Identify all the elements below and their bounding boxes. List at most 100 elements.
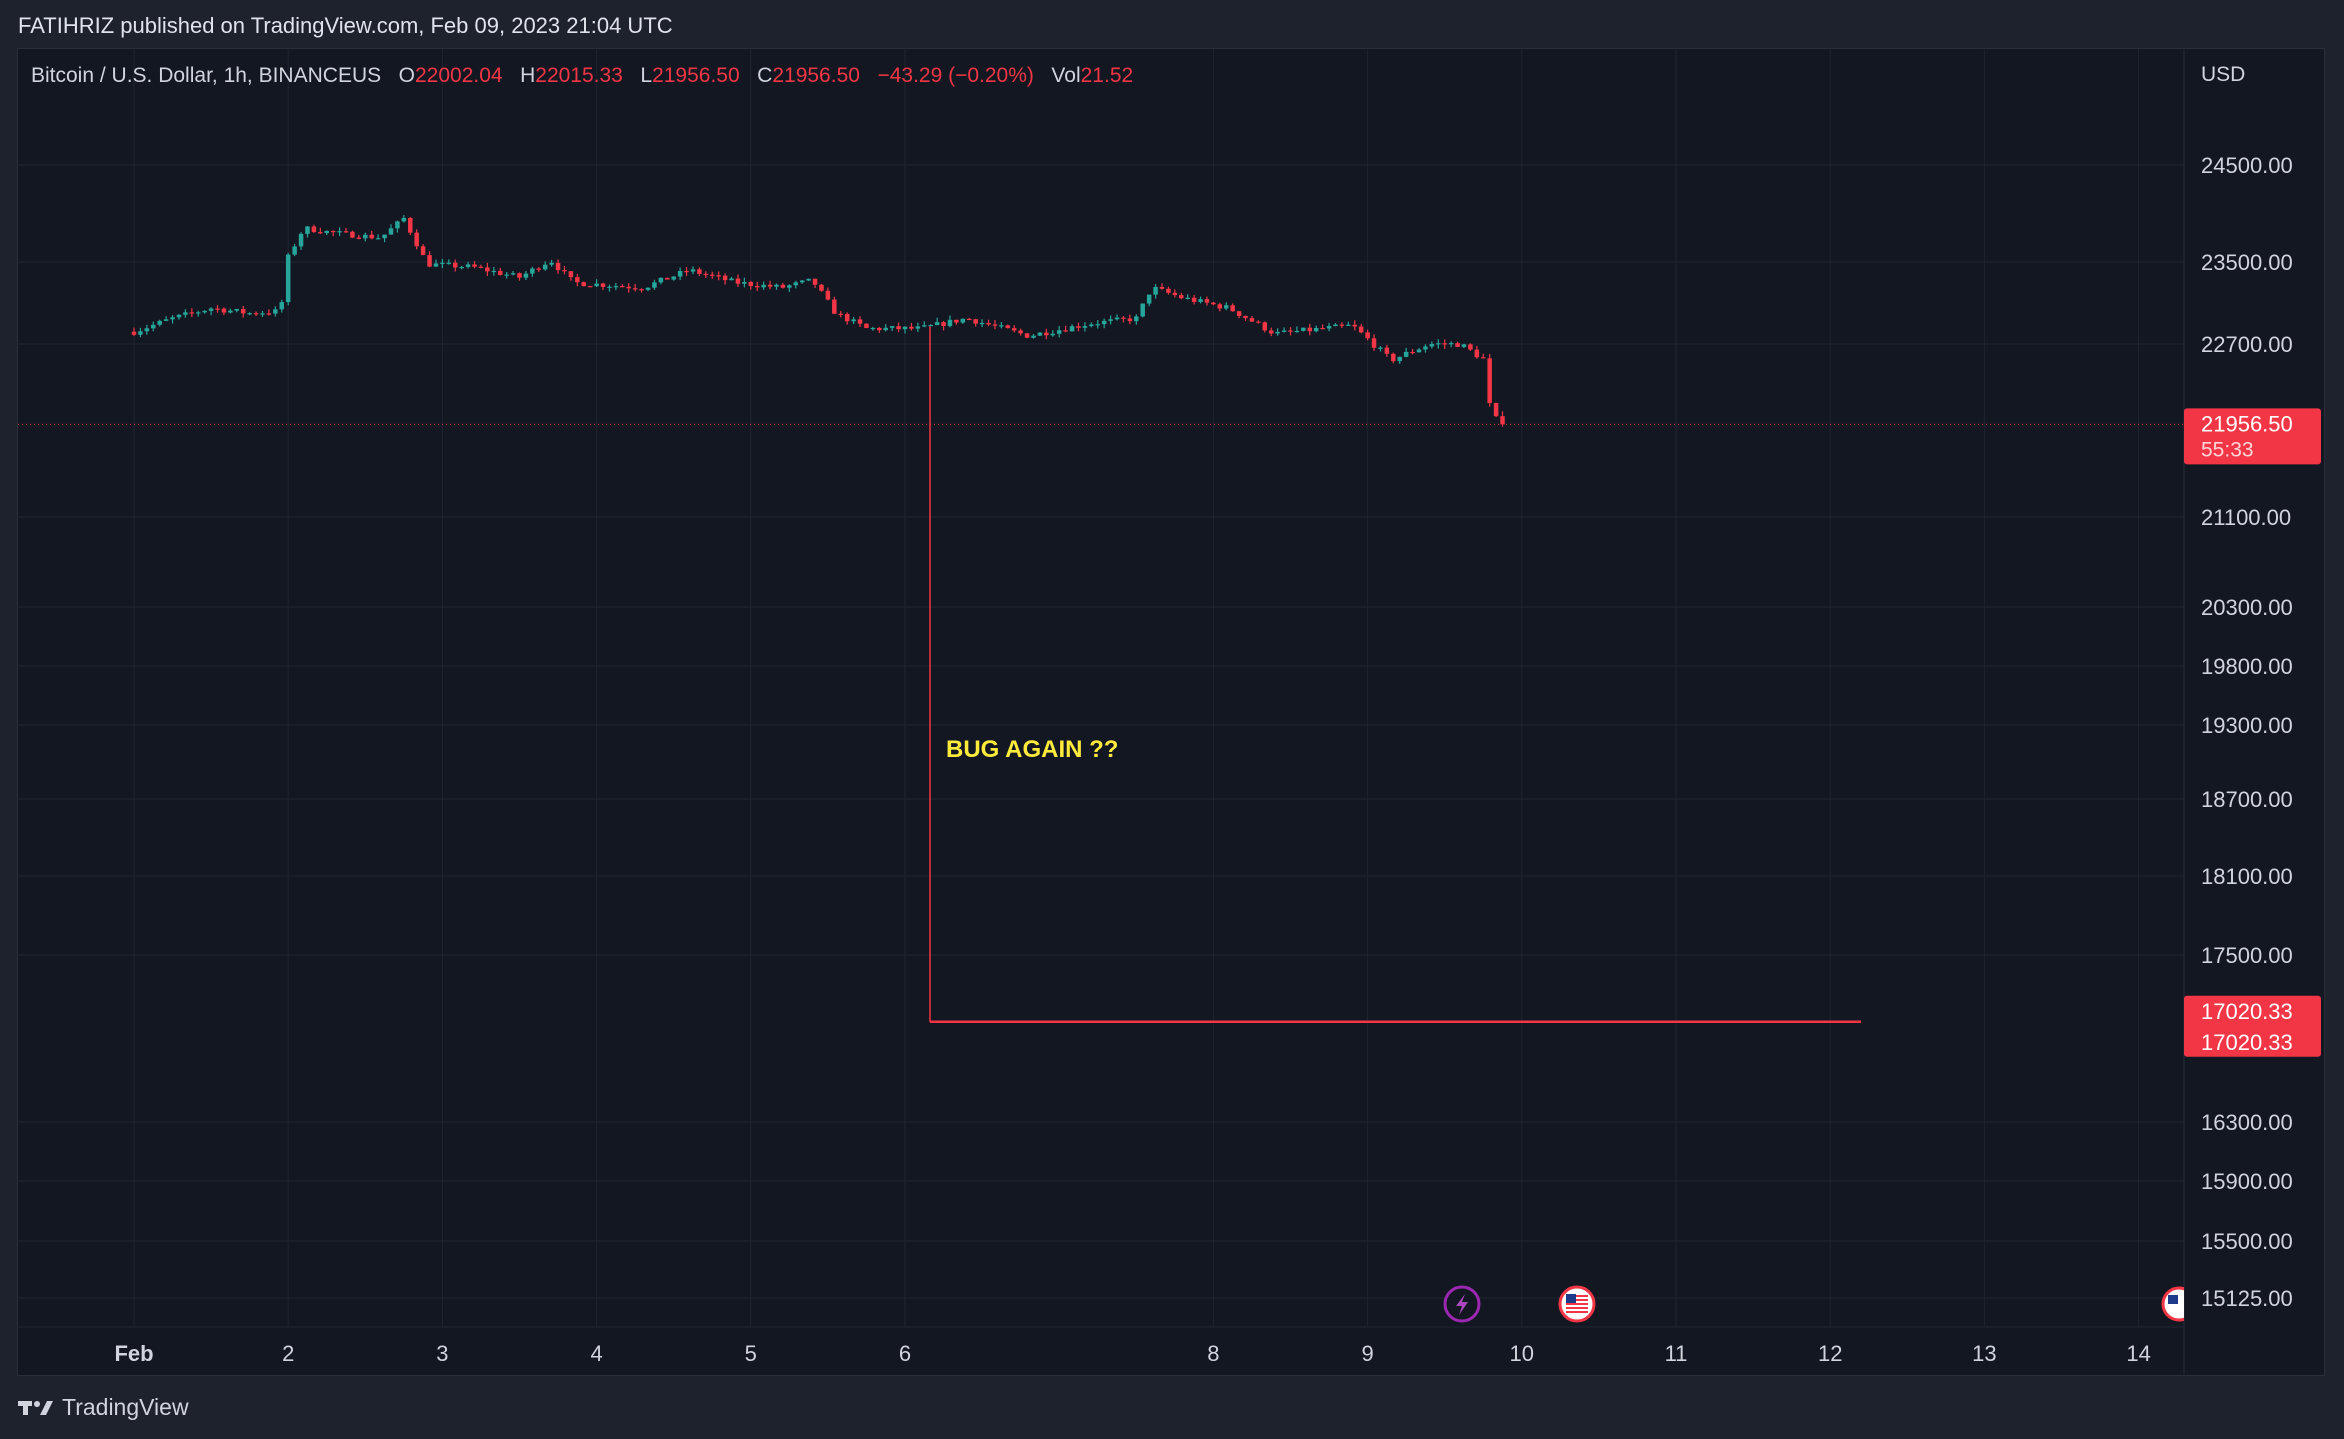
price-tick-label: 21100.00 <box>2201 505 2291 530</box>
candle-body <box>176 314 182 318</box>
tradingview-logo[interactable]: TradingView <box>18 1394 189 1421</box>
candle-body <box>1236 311 1242 316</box>
time-tick-label: 8 <box>1207 1341 1219 1366</box>
symbol-title[interactable]: Bitcoin / U.S. Dollar, 1h, BINANCEUS <box>31 64 382 87</box>
candle-body <box>832 299 837 314</box>
us-flag-event-icon-edge[interactable] <box>2161 1286 2195 1322</box>
candle-body <box>504 274 509 276</box>
price-tick-label: 15500.00 <box>2201 1229 2293 1254</box>
time-tick-label: 9 <box>1361 1341 1373 1366</box>
candle-body <box>536 268 542 270</box>
candle-body <box>1230 305 1235 312</box>
low-value: 21956.50 <box>652 64 740 87</box>
candle-body <box>587 286 593 288</box>
candle-body <box>196 312 201 314</box>
open-label: O <box>398 64 415 87</box>
candle-body <box>986 322 991 325</box>
candle-body <box>1089 324 1094 327</box>
candle-body <box>189 312 195 314</box>
candle-body <box>735 278 741 284</box>
candle-body <box>1352 324 1357 327</box>
candle-body <box>632 288 638 290</box>
candle-body <box>1095 324 1100 326</box>
volume-value: 21.52 <box>1080 64 1134 87</box>
candle-body <box>896 326 901 330</box>
candle-body <box>1436 343 1441 345</box>
candle-body <box>151 324 156 329</box>
publisher-caption: FATIHRIZ published on TradingView.com, F… <box>18 13 673 38</box>
candle-body <box>1371 338 1377 348</box>
candle-body <box>639 289 644 291</box>
candle-body <box>600 283 606 287</box>
candle-body <box>1217 304 1223 309</box>
candle-body <box>864 323 869 329</box>
candle-body <box>1011 328 1017 331</box>
candle-body <box>562 270 567 272</box>
candle-body <box>1384 347 1390 354</box>
candle-body <box>812 278 818 285</box>
lightning-bolt <box>1456 1294 1468 1315</box>
candle-body <box>941 322 946 327</box>
chart-pane[interactable]: BUG AGAIN ?? 24500.00 23500.00 22700.00 211… <box>17 48 2326 1377</box>
candle-body <box>1358 326 1364 333</box>
price-tick-label: 19800.00 <box>2201 654 2293 679</box>
candle-body <box>285 254 291 303</box>
candle-body <box>1307 327 1313 332</box>
flag-stripe <box>1566 1303 1588 1305</box>
candle-body <box>748 282 754 287</box>
time-tick-label: 14 <box>2126 1341 2150 1366</box>
candle-body <box>1211 302 1216 305</box>
candle-body <box>1262 322 1268 331</box>
candle-body <box>607 286 612 288</box>
candle-body <box>716 275 721 277</box>
flag-ring <box>2161 1286 2184 1322</box>
candle-body <box>337 231 342 233</box>
time-tick-label: 4 <box>590 1341 602 1366</box>
candle-body <box>819 284 824 291</box>
lightning-event-icon[interactable] <box>1443 1285 1481 1323</box>
candle-body <box>947 319 953 327</box>
candle-body <box>1461 344 1467 347</box>
time-tick-label: 10 <box>1510 1341 1534 1366</box>
candle-body <box>1198 299 1203 302</box>
candle-body <box>992 324 998 326</box>
candle-body <box>780 284 786 288</box>
candle-body <box>1101 320 1107 325</box>
current-price-value: 21956.50 <box>2201 411 2293 436</box>
chart-svg[interactable]: BUG AGAIN ?? 24500.0023500.0022700.00211… <box>18 49 2326 1377</box>
candle-body <box>228 310 233 313</box>
candle-body <box>485 267 490 272</box>
close-label: C <box>757 64 773 87</box>
candle-body <box>369 234 374 239</box>
candle-body <box>838 313 843 315</box>
time-tick-label: 5 <box>745 1341 757 1366</box>
price-tick-label: 20300.00 <box>2201 595 2293 620</box>
line-price-label: 17020.33 <box>2201 999 2293 1024</box>
candle-body <box>440 262 445 264</box>
candle-body <box>343 231 349 233</box>
brand-name: TradingView <box>62 1394 189 1420</box>
candle-body <box>684 270 689 273</box>
ohlc-legend: Bitcoin / U.S. Dollar, 1h, BINANCEUS O22… <box>31 64 1133 88</box>
candle-body <box>1121 317 1126 319</box>
candle-body <box>1082 326 1088 328</box>
candle-body <box>799 280 805 283</box>
candle-body <box>1320 328 1325 330</box>
candle-body <box>1487 358 1492 403</box>
bar-countdown: 55:33 <box>2201 438 2254 461</box>
flag-stripe <box>1566 1295 1588 1297</box>
candle-body <box>889 326 895 328</box>
candle-body <box>305 226 310 234</box>
time-tick-label: 2 <box>282 1341 294 1366</box>
us-flag-event-icon[interactable] <box>1558 1285 1596 1323</box>
candle-body <box>645 287 651 290</box>
candle-body <box>446 262 452 264</box>
candle-body <box>1416 349 1422 353</box>
candle-body <box>1191 297 1197 302</box>
candle-body <box>1108 319 1113 321</box>
candle-body <box>1281 330 1287 332</box>
candle-body <box>851 319 856 322</box>
candle-body <box>1224 305 1229 309</box>
time-tick-label: 6 <box>899 1341 911 1366</box>
annotation-text[interactable]: BUG AGAIN ?? <box>946 736 1118 763</box>
